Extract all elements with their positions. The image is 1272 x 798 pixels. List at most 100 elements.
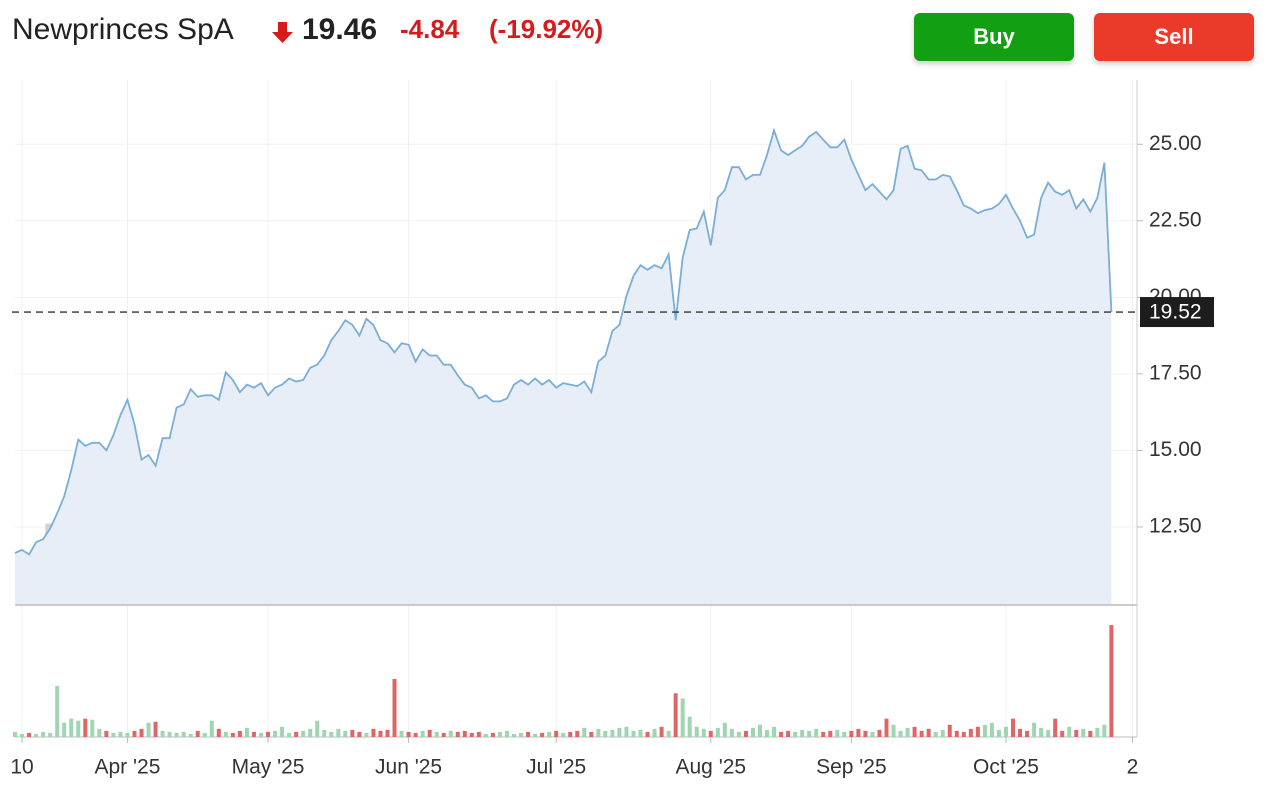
volume-bar	[933, 731, 938, 737]
price: 19.46	[302, 13, 377, 46]
volume-bar	[406, 731, 411, 737]
y-tick-label: 22.50	[1149, 208, 1202, 231]
volume-bar	[533, 733, 538, 737]
volume-bar	[76, 720, 81, 737]
volume-bar	[153, 721, 158, 737]
volume-bar	[434, 731, 439, 737]
volume-bar	[188, 733, 193, 737]
volume-bar	[849, 730, 854, 737]
volume-bar	[392, 679, 397, 737]
volume-bar	[701, 728, 706, 737]
volume-bar	[1032, 722, 1037, 737]
volume-bar	[139, 728, 144, 737]
volume-bar	[540, 732, 545, 737]
instrument-name: Newprinces SpA	[12, 13, 234, 46]
volume-bar	[1039, 727, 1044, 737]
volume-bar	[343, 730, 348, 737]
volume-bar	[315, 720, 320, 737]
volume-bar	[757, 724, 762, 737]
buy-button[interactable]: Buy	[914, 13, 1074, 61]
volume-bar	[603, 730, 608, 737]
volume-bar	[48, 732, 53, 737]
volume-bar	[1095, 727, 1100, 737]
volume-bar	[954, 730, 959, 737]
volume-bar	[258, 732, 263, 737]
volume-bar	[371, 728, 376, 737]
volume-bar	[750, 727, 755, 737]
volume-bar	[561, 732, 566, 737]
volume-bar	[146, 722, 151, 737]
volume-bar	[1018, 728, 1023, 737]
volume-bar	[462, 730, 467, 737]
volume-bar	[202, 732, 207, 737]
volume-bar	[1102, 724, 1107, 737]
volume-bar	[554, 730, 559, 737]
volume-bar	[294, 731, 299, 737]
volume-bar	[13, 731, 17, 737]
volume-bar	[1081, 728, 1086, 737]
volume-bar	[891, 724, 896, 737]
volume-bar	[357, 731, 362, 737]
volume-bar	[455, 731, 460, 737]
volume-bar	[280, 726, 285, 737]
volume-bar	[83, 718, 88, 737]
volume-bar	[610, 729, 615, 737]
volume-bar	[364, 732, 369, 737]
volume-bar	[69, 718, 74, 737]
volume-bar	[1053, 718, 1058, 737]
volume-bar	[244, 727, 249, 737]
volume-bar	[645, 731, 650, 737]
volume-bar	[898, 730, 903, 737]
volume-bar	[251, 731, 256, 737]
volume-bar	[547, 731, 552, 737]
volume-bar	[266, 731, 271, 737]
price-line	[14, 127, 1113, 556]
volume-bar	[399, 730, 404, 737]
volume-bar	[1109, 625, 1114, 737]
y-tick-label: 12.50	[1149, 514, 1202, 537]
change: -4.84	[400, 14, 460, 44]
volume-bar	[55, 686, 60, 737]
y-tick-label: 17.50	[1149, 361, 1202, 384]
volume-bar	[90, 719, 95, 737]
volume-bar	[729, 728, 734, 737]
volume-bar	[687, 716, 692, 737]
volume-bar	[1088, 730, 1093, 737]
volume-bar	[413, 732, 418, 737]
volume-bar	[427, 729, 432, 737]
volume-bar	[743, 730, 748, 737]
volume-bar	[961, 731, 966, 737]
last-price-box	[1140, 297, 1214, 328]
volume-bar	[582, 727, 587, 737]
volume-bar	[20, 733, 25, 737]
volume-bar	[1060, 730, 1065, 737]
x-tick-label: Apr '25	[95, 756, 161, 779]
volume-bar	[940, 729, 945, 737]
volume-bar	[308, 728, 313, 737]
volume-bar	[378, 730, 383, 737]
volume-bar	[322, 729, 327, 737]
volume-bar	[329, 731, 334, 737]
volume-bar	[800, 729, 805, 737]
volume-bar	[814, 728, 819, 737]
volume-bar	[441, 732, 446, 737]
volume-bar	[41, 731, 46, 737]
volume-bar	[589, 731, 594, 737]
volume-bar	[575, 730, 580, 737]
volume-bar	[568, 731, 573, 737]
volume-bar	[863, 730, 868, 737]
x-tick-label: Sep '25	[816, 756, 887, 779]
volume-bar	[975, 726, 980, 737]
volume-bar	[947, 724, 952, 737]
volume-bar	[519, 732, 524, 737]
volume-bar	[111, 732, 116, 737]
volume-bar	[448, 730, 453, 737]
volume-bar	[722, 722, 727, 737]
volume-bar	[62, 722, 67, 737]
volume-bar	[132, 730, 137, 737]
volume-bar	[27, 732, 32, 737]
x-tick-label: Jun '25	[375, 756, 442, 779]
volume-bar	[216, 728, 221, 737]
volume-bar	[504, 730, 509, 737]
sell-button[interactable]: Sell	[1094, 13, 1254, 61]
